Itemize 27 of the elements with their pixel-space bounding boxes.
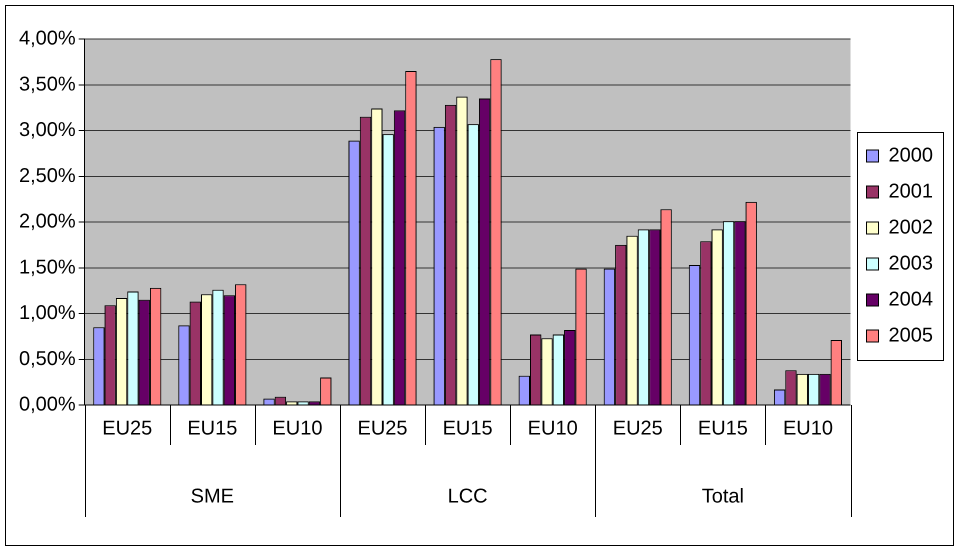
y-tick-label: 0,00% bbox=[18, 394, 76, 416]
y-tick-label: 0,50% bbox=[18, 348, 76, 370]
x-tick-label: EU25 bbox=[358, 418, 408, 440]
text: Total bbox=[702, 486, 744, 508]
legend-label: 2002 bbox=[888, 216, 934, 239]
text: LCC bbox=[448, 486, 488, 508]
x-tick-label: EU15 bbox=[442, 418, 493, 440]
legend-label: 2003 bbox=[888, 252, 934, 275]
y-tick-label: 2,00% bbox=[18, 210, 76, 233]
x-tick-label: EU15 bbox=[187, 418, 238, 440]
x-tick-label: EU10 bbox=[528, 418, 578, 440]
x-tick-label: EU10 bbox=[782, 418, 833, 440]
x-tick-label: EU10 bbox=[272, 418, 322, 440]
y-tick-label: 3,00% bbox=[18, 119, 76, 142]
text: SME bbox=[190, 486, 234, 508]
legend-label: 2004 bbox=[888, 288, 934, 311]
y-tick-label: 1,50% bbox=[18, 256, 76, 278]
x-tick-label: EU25 bbox=[612, 418, 663, 440]
x-tick-label: EU25 bbox=[102, 418, 152, 440]
y-tick-label: 1,00% bbox=[18, 302, 76, 324]
x-tick-label: EU15 bbox=[698, 418, 748, 440]
legend-label: 2005 bbox=[888, 324, 934, 347]
y-tick-label: 4,00% bbox=[18, 28, 76, 50]
legend-label: 2000 bbox=[888, 144, 934, 167]
legend-label: 2001 bbox=[888, 180, 934, 203]
y-tick-label: 3,50% bbox=[18, 73, 76, 96]
y-tick-label: 2,50% bbox=[18, 164, 76, 187]
